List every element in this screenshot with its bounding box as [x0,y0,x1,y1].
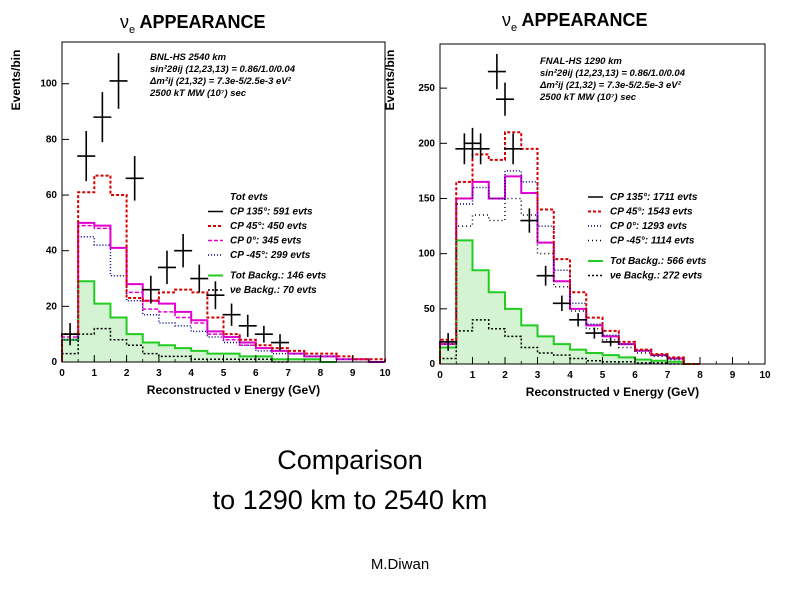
y-tick-label: 60 [46,190,58,201]
chart-title: νe APPEARANCE [120,12,265,36]
chart-title: νe APPEARANCE [502,10,647,34]
author: M.Diwan [370,556,430,573]
x-tick-label: 0 [437,370,443,381]
x-tick-label: 7 [665,370,671,381]
legend-item: CP 45°: 1543 evts [610,207,693,218]
legend-item: Tot Backg.: 146 evts [230,271,327,282]
x-tick-label: 5 [221,368,227,379]
y-tick-label: 0 [51,357,57,368]
histogram-series-1 [439,131,700,365]
legend-header: Tot evts [230,192,268,203]
caption-line2: to 1290 km to 2540 km [212,485,488,515]
legend-item: CP 0°: 1293 evts [610,221,687,232]
info-line: Δm²ij (21,32) = 7.3e-5/2.5e-3 eV² [539,80,682,91]
x-tick-label: 6 [632,370,638,381]
x-axis-label: Reconstructed ν Energy (GeV) [147,383,320,397]
histogram-series-5 [439,319,684,365]
background-fill-area [440,240,765,364]
y-tick-label: 100 [40,79,57,90]
legend-item: CP 45°: 450 evts [230,221,307,232]
x-tick-label: 4 [567,370,573,381]
y-tick-label: 0 [429,359,435,370]
x-tick-label: 3 [535,370,541,381]
x-tick-label: 3 [156,368,162,379]
y-tick-label: 40 [46,246,58,257]
info-line: sin²2θij (12,23,13) = 0.86/1.0/0.04 [150,64,296,75]
caption: Comparison to 1290 km to 2540 km [150,440,550,520]
legend-item: CP -45°: 299 evts [230,250,311,261]
caption-line1: Comparison [277,445,423,475]
info-line: BNL-HS 2540 km [150,52,227,63]
legend-item: Tot Backg.: 566 evts [610,256,707,267]
y-tick-label: 80 [46,134,58,145]
legend-item: CP -45°: 1114 evts [610,236,695,247]
x-tick-label: 10 [759,370,771,381]
x-tick-label: 0 [59,368,65,379]
info-line: FNAL-HS 1290 km [540,56,622,67]
info-line: 2500 kT MW (10⁷) sec [539,92,637,103]
x-tick-label: 9 [350,368,356,379]
info-line: Δm²ij (21,32) = 7.3e-5/2.5e-3 eV² [149,76,292,87]
legend-item: CP 135°: 591 evts [230,207,313,218]
legend-item: CP 0°: 345 evts [230,236,302,247]
info-line: 2500 kT MW (10⁷) sec [149,88,247,99]
x-tick-label: 7 [285,368,291,379]
x-tick-label: 5 [600,370,606,381]
x-tick-label: 2 [502,370,508,381]
histogram-series-3 [61,236,385,363]
y-tick-label: 150 [418,193,435,204]
y-axis-label: Events/bin [9,50,23,111]
x-tick-label: 6 [253,368,259,379]
legend-item: νe Backg.: 70 evts [230,285,317,296]
y-tick-label: 250 [418,83,435,94]
y-tick-label: 200 [418,138,435,149]
y-tick-label: 20 [46,301,58,312]
x-tick-label: 8 [697,370,703,381]
y-tick-label: 50 [424,304,436,315]
histogram-series-3 [439,197,700,365]
x-tick-label: 10 [379,368,391,379]
x-axis-label: Reconstructed ν Energy (GeV) [526,385,699,399]
x-tick-label: 9 [730,370,736,381]
x-tick-label: 1 [470,370,476,381]
chart-left: νe APPEARANCE Events/bin Reconstructed ν E… [9,12,391,397]
histogram-series-4 [61,280,337,363]
info-line: sin²2θij (12,23,13) = 0.86/1.0/0.04 [540,68,686,79]
x-tick-label: 2 [124,368,130,379]
chart-right: νe APPEARANCE Events/bin Reconstructed ν E… [383,10,771,399]
x-tick-label: 8 [318,368,324,379]
y-axis-label: Events/bin [383,50,397,111]
histogram-series-2 [61,224,385,363]
legend-item: νe Backg.: 272 evts [610,271,703,282]
y-tick-label: 100 [418,249,435,260]
legend-item: CP 135°: 1711 evts [610,192,698,203]
x-tick-label: 1 [92,368,98,379]
x-tick-label: 4 [188,368,194,379]
